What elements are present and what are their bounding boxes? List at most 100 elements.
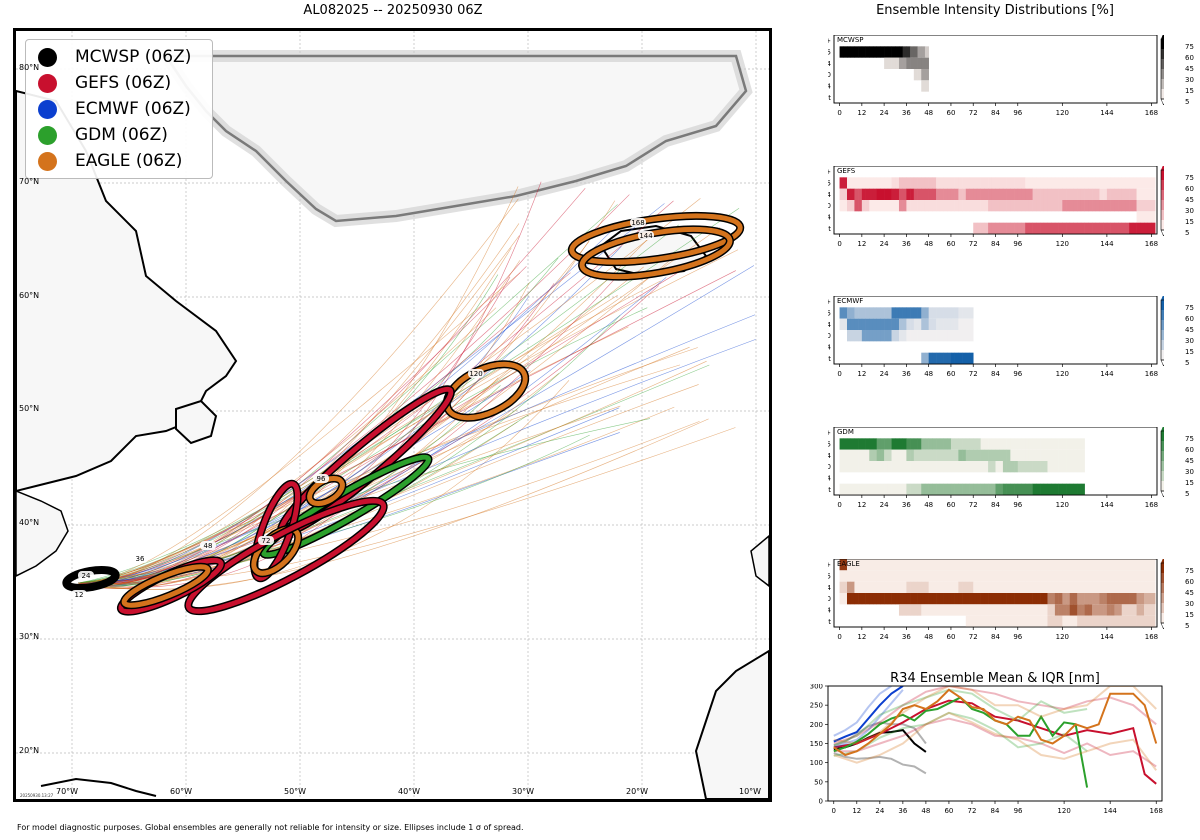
heat-cell <box>910 570 915 582</box>
heat-cell <box>1025 593 1030 605</box>
heat-cell <box>1040 593 1045 605</box>
heat-cell <box>1147 570 1152 582</box>
heat-cell <box>943 318 948 330</box>
heat-cell <box>880 559 885 571</box>
heat-cell <box>843 461 848 473</box>
heat-cell <box>1069 483 1074 495</box>
heat-cell <box>1095 581 1100 593</box>
colorbar-arrow <box>1161 296 1164 300</box>
heat-cell <box>884 200 889 212</box>
heat-cell <box>895 318 900 330</box>
heat-cell <box>1006 604 1011 616</box>
heat-cell <box>954 593 959 605</box>
heat-cell <box>1132 188 1137 200</box>
heat-cell <box>1080 449 1085 461</box>
heatmap-row-label: 96+ <box>828 168 831 176</box>
heatmap-row-label: 64-95 <box>828 49 831 57</box>
heat-cell <box>973 593 978 605</box>
colorbar-segment <box>1161 563 1164 573</box>
heat-cell <box>910 318 915 330</box>
heat-cell <box>962 330 967 342</box>
heat-cell <box>1118 593 1123 605</box>
heatmap-x-label: 36 <box>902 501 911 507</box>
heat-cell <box>1043 449 1048 461</box>
heat-cell <box>1147 615 1152 627</box>
heat-cell <box>1010 570 1015 582</box>
heat-cell <box>995 222 1000 234</box>
heat-cell <box>1028 559 1033 571</box>
heat-cell <box>1043 438 1048 450</box>
heat-cell <box>913 483 918 495</box>
heat-cell <box>869 581 874 593</box>
heat-cell <box>895 200 900 212</box>
heat-cell <box>1092 177 1097 189</box>
heat-cell <box>1058 559 1063 571</box>
heat-cell <box>1002 581 1007 593</box>
hour-label: 48 <box>200 541 216 550</box>
heat-cell <box>902 318 907 330</box>
heat-cell <box>906 46 911 58</box>
heatmap-row-label: lost <box>828 486 831 494</box>
heat-cell <box>1110 615 1115 627</box>
hour-label-bg <box>313 474 329 483</box>
heat-cell <box>1002 604 1007 616</box>
heat-cell <box>976 438 981 450</box>
heat-cell <box>865 593 870 605</box>
heat-cell <box>846 330 852 342</box>
heat-cell <box>858 200 863 212</box>
heat-cell <box>1021 581 1026 593</box>
heat-cell <box>1006 461 1011 473</box>
heat-cell <box>1014 604 1019 616</box>
heat-cell <box>910 46 915 58</box>
heat-cell <box>958 483 963 495</box>
heat-cell <box>928 307 933 319</box>
heat-cell <box>910 483 915 495</box>
heat-cell <box>1036 581 1041 593</box>
heat-cell <box>895 438 900 450</box>
heat-cell <box>947 438 952 450</box>
heat-cell <box>950 581 955 593</box>
heat-cell <box>980 570 985 582</box>
heat-cell <box>876 307 881 319</box>
legend-label: MCWSP (06Z) <box>75 47 192 67</box>
heat-cell <box>1073 461 1078 473</box>
heat-cell <box>1103 615 1108 627</box>
heat-cell <box>1002 222 1007 234</box>
heatmap-model-label: EAGLE <box>837 560 860 568</box>
heat-cell <box>924 559 929 571</box>
colorbar-segment <box>1161 613 1164 623</box>
heat-cell <box>906 570 911 582</box>
colorbar-tick-label: 75 <box>1185 174 1194 182</box>
heat-cell <box>872 461 877 473</box>
heat-cell <box>947 318 952 330</box>
heat-cell <box>854 559 859 571</box>
heat-cell <box>950 177 955 189</box>
heat-cell <box>980 593 985 605</box>
heat-cell <box>962 604 967 616</box>
heat-cell <box>958 461 963 473</box>
heat-cell <box>906 188 911 200</box>
heat-cell <box>984 483 989 495</box>
heat-cell <box>1110 604 1115 616</box>
heat-cell <box>1080 593 1085 605</box>
heat-cell <box>898 177 903 189</box>
heat-cell <box>1118 559 1123 571</box>
ensemble-track <box>77 272 571 585</box>
heat-cell <box>1036 461 1041 473</box>
heat-cell <box>984 570 989 582</box>
heat-cell <box>1144 559 1149 571</box>
r34-line-gefs-q25 <box>833 717 1157 768</box>
heat-cell <box>962 318 967 330</box>
hour-label-text: 12 <box>75 591 84 599</box>
heat-cell <box>898 438 903 450</box>
heatmap-x-label: 168 <box>1145 109 1158 115</box>
heat-cell <box>969 318 974 330</box>
us-coast-land <box>16 490 69 577</box>
heat-cell <box>1114 177 1119 189</box>
heat-cell <box>1121 615 1126 627</box>
heat-cell <box>924 570 929 582</box>
colorbar-tick-label: 60 <box>1185 185 1194 193</box>
heat-cell <box>1002 615 1007 627</box>
heatmap-x-label: 72 <box>969 633 978 639</box>
heatmap-x-label: 24 <box>880 240 889 246</box>
